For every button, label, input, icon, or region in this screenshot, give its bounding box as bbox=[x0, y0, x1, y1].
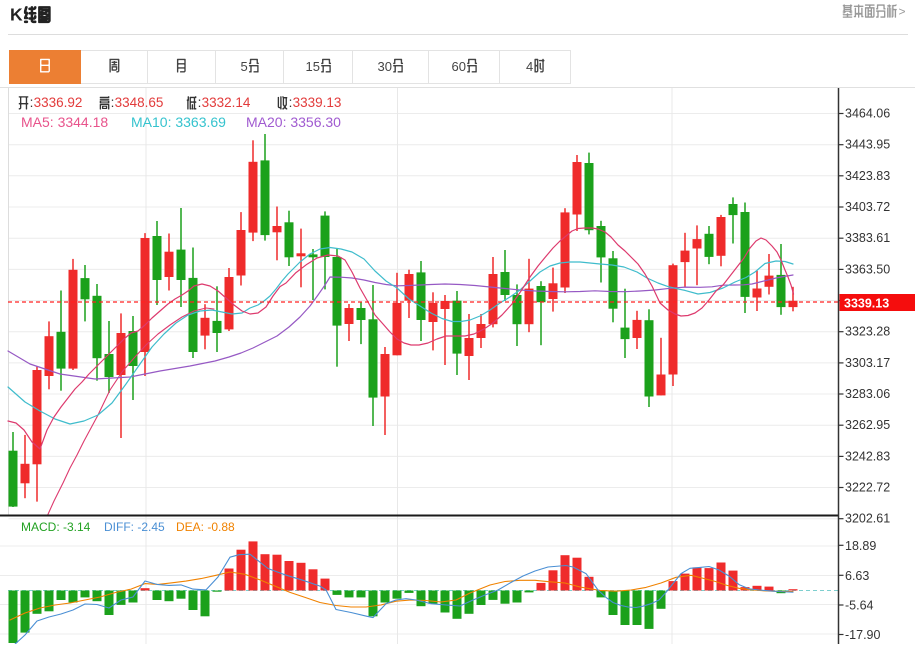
svg-text:3403.72: 3403.72 bbox=[845, 200, 890, 214]
svg-text:4: 4 bbox=[526, 59, 533, 74]
svg-text:3323.28: 3323.28 bbox=[845, 325, 890, 339]
svg-text:>: > bbox=[899, 5, 906, 19]
svg-text:-17.90: -17.90 bbox=[845, 628, 880, 642]
svg-text:6.63: 6.63 bbox=[845, 569, 869, 583]
svg-text:3363.50: 3363.50 bbox=[845, 262, 890, 276]
svg-text:3262.95: 3262.95 bbox=[845, 418, 890, 432]
svg-text:15: 15 bbox=[306, 59, 320, 74]
svg-text:3242.83: 3242.83 bbox=[845, 449, 890, 463]
svg-text:3303.17: 3303.17 bbox=[845, 356, 890, 370]
svg-text:5: 5 bbox=[241, 59, 248, 74]
svg-text:3332.14: 3332.14 bbox=[202, 95, 251, 110]
svg-text:-5.64: -5.64 bbox=[845, 599, 874, 613]
svg-text:3202.61: 3202.61 bbox=[845, 512, 890, 526]
svg-text:3383.61: 3383.61 bbox=[845, 231, 890, 245]
svg-text:3348.65: 3348.65 bbox=[115, 95, 164, 110]
svg-text:3464.06: 3464.06 bbox=[845, 107, 890, 121]
svg-text:3423.83: 3423.83 bbox=[845, 169, 890, 183]
svg-text:60: 60 bbox=[452, 59, 466, 74]
svg-text:K: K bbox=[10, 5, 23, 25]
svg-text:3222.72: 3222.72 bbox=[845, 481, 890, 495]
svg-text:3336.92: 3336.92 bbox=[34, 95, 83, 110]
svg-text:3283.06: 3283.06 bbox=[845, 387, 890, 401]
svg-text:18.89: 18.89 bbox=[845, 539, 876, 553]
svg-text:3339.13: 3339.13 bbox=[293, 95, 342, 110]
svg-text:3443.95: 3443.95 bbox=[845, 138, 890, 152]
svg-text:3339.13: 3339.13 bbox=[844, 297, 889, 311]
svg-text:30: 30 bbox=[378, 59, 392, 74]
